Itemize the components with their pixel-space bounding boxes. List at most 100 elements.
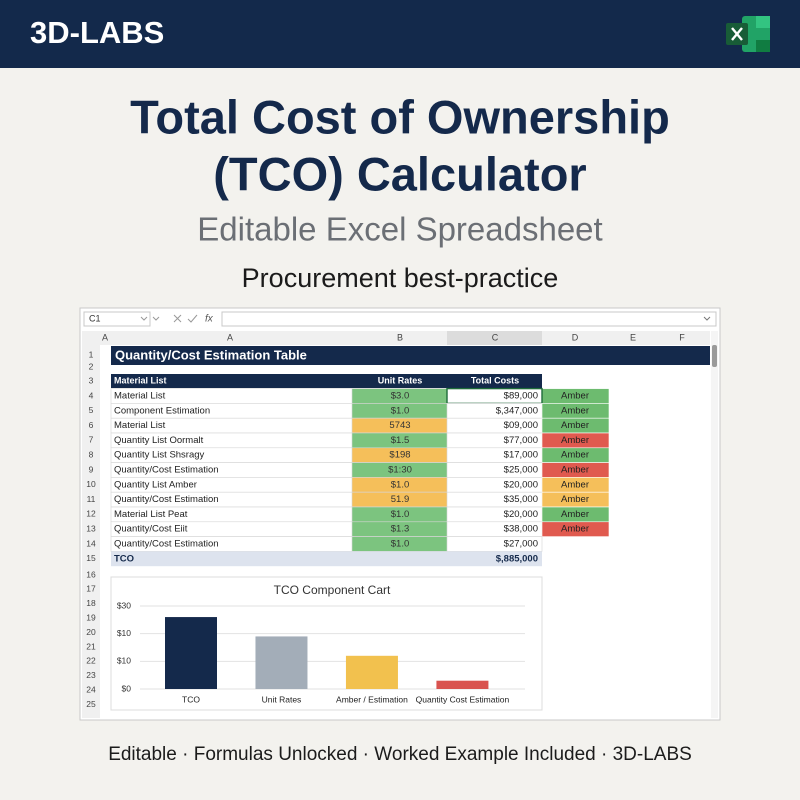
row-label: Quantity List Oormalt bbox=[114, 435, 204, 446]
status-value: Amber bbox=[561, 420, 589, 431]
row-number: 20 bbox=[86, 627, 96, 637]
row-number: 13 bbox=[86, 523, 96, 533]
column-header: E bbox=[630, 332, 636, 342]
table-title: Quantity/Cost Estimation Table bbox=[115, 347, 307, 362]
rate-value: $1.3 bbox=[391, 524, 410, 535]
row-cells bbox=[110, 388, 543, 404]
x-tick-label: Unit Rates bbox=[262, 694, 302, 704]
rate-value: $1.0 bbox=[391, 509, 410, 520]
row-number: 7 bbox=[89, 435, 94, 445]
excel-icon bbox=[726, 16, 770, 52]
formula-input[interactable] bbox=[221, 311, 717, 327]
x-tick-label: TCO bbox=[182, 694, 200, 704]
status-value: Amber bbox=[561, 479, 589, 490]
footer: Editable · Formulas Unlocked · Worked Ex… bbox=[108, 744, 692, 765]
fx-label: fx bbox=[205, 314, 214, 325]
cost-value: $20,000 bbox=[504, 509, 538, 520]
row-number: 18 bbox=[86, 598, 96, 608]
formula-chevron bbox=[703, 316, 711, 321]
name-box-text: C1 bbox=[89, 313, 101, 323]
row-number: 22 bbox=[86, 656, 96, 666]
row-number: 25 bbox=[86, 699, 96, 709]
status-value: Amber bbox=[561, 494, 589, 505]
scrollbar[interactable] bbox=[711, 331, 718, 718]
row-number: 2 bbox=[89, 361, 94, 371]
chart-title: TCO Component Cart bbox=[274, 583, 391, 597]
table-title-bar bbox=[111, 346, 710, 365]
status-value: Amber bbox=[561, 405, 589, 416]
row-number: 12 bbox=[86, 509, 96, 519]
status-cell bbox=[541, 521, 610, 537]
row-number: 16 bbox=[86, 569, 96, 579]
row-number: 8 bbox=[89, 449, 94, 459]
rate-cell bbox=[351, 536, 448, 552]
row-label: Material List bbox=[114, 391, 166, 402]
row-label: Quantity/Cost Eiit bbox=[114, 524, 188, 535]
header-bar bbox=[0, 0, 800, 68]
rate-value: $1.0 bbox=[391, 405, 410, 416]
row-number: 15 bbox=[86, 553, 96, 563]
row-label: Quantity/Cost Estimation bbox=[114, 539, 219, 550]
row-number: 19 bbox=[86, 612, 96, 622]
row-number: 4 bbox=[89, 390, 94, 400]
row-number: 1 bbox=[89, 349, 94, 359]
row-number: 10 bbox=[86, 479, 96, 489]
table-header: Unit Rates bbox=[378, 375, 423, 385]
row-number: 9 bbox=[89, 464, 94, 474]
cost-value: $09,000 bbox=[504, 420, 538, 431]
column-header-row bbox=[82, 331, 710, 345]
row-number: 3 bbox=[89, 375, 94, 385]
row-label: Component Estimation bbox=[114, 405, 210, 416]
column-header: B bbox=[397, 332, 403, 342]
row-label: Quantity/Cost Estimation bbox=[114, 494, 219, 505]
status-value: Amber bbox=[561, 524, 589, 535]
row-header-column bbox=[82, 345, 100, 718]
title-line: Total Cost of Ownership bbox=[130, 90, 670, 143]
cost-value: $17,000 bbox=[504, 450, 538, 461]
rate-value: $1:30 bbox=[388, 465, 412, 476]
row-label: Material List bbox=[114, 420, 166, 431]
x-tick-label: Quantity Cost Estimation bbox=[416, 694, 510, 704]
row-number: 5 bbox=[89, 405, 94, 415]
row-number: 24 bbox=[86, 684, 96, 694]
name-box[interactable] bbox=[83, 311, 151, 327]
bar bbox=[345, 655, 398, 689]
title-line: (TCO) Calculator bbox=[213, 147, 586, 200]
status-value: Amber bbox=[561, 450, 589, 461]
column-header: F bbox=[679, 332, 685, 342]
scrollbar-thumb[interactable] bbox=[712, 345, 717, 367]
total-value: $,885,000 bbox=[496, 553, 538, 564]
cost-value: $89,000 bbox=[504, 391, 538, 402]
row-label: Material List Peat bbox=[114, 509, 188, 520]
row-number: 23 bbox=[86, 670, 96, 680]
status-value: Amber bbox=[561, 391, 589, 402]
cost-value: $25,000 bbox=[504, 465, 538, 476]
table-header: Total Costs bbox=[471, 375, 519, 385]
y-tick-label: $10 bbox=[117, 628, 131, 638]
row-number: 21 bbox=[86, 641, 96, 651]
column-header: C bbox=[492, 332, 499, 342]
row-label: Quantity/Cost Estimation bbox=[114, 465, 219, 476]
rate-value: 51.9 bbox=[391, 494, 410, 505]
rate-value: $1.0 bbox=[391, 479, 410, 490]
cost-value: $77,000 bbox=[504, 435, 538, 446]
rate-value: $3.0 bbox=[391, 391, 410, 402]
row-number: 14 bbox=[86, 538, 96, 548]
subtitle: Editable Excel Spreadsheet bbox=[197, 211, 602, 248]
cost-value: $38,000 bbox=[504, 524, 538, 535]
bar bbox=[165, 617, 217, 689]
rate-value: $198 bbox=[389, 450, 410, 461]
row-number: 11 bbox=[87, 494, 96, 504]
y-tick-label: $0 bbox=[122, 683, 132, 693]
bar bbox=[436, 680, 489, 689]
row-number: 17 bbox=[86, 584, 96, 594]
y-tick-label: $30 bbox=[117, 600, 131, 610]
cost-value: $,347,000 bbox=[496, 405, 538, 416]
rate-value: 5743 bbox=[389, 420, 410, 431]
total-label: TCO bbox=[114, 553, 134, 564]
selected-column-header bbox=[447, 331, 542, 345]
y-tick-label: $10 bbox=[117, 656, 131, 666]
status-value: Amber bbox=[561, 465, 589, 476]
column-header: A bbox=[227, 332, 233, 342]
